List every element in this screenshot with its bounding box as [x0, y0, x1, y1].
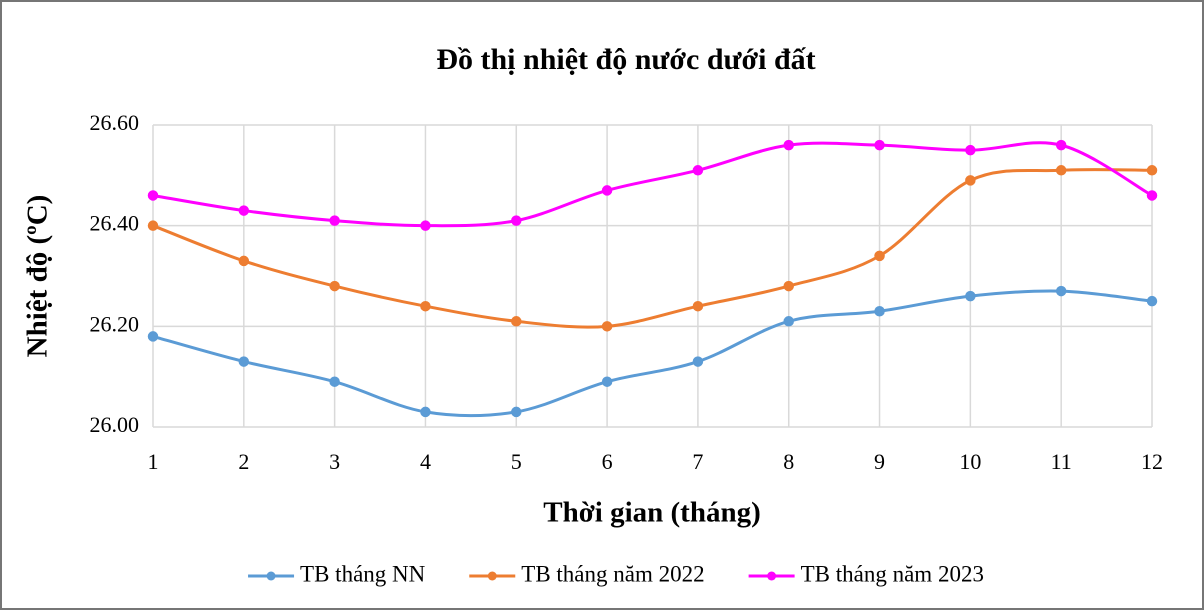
series-marker: [147, 220, 159, 231]
series-marker: [238, 255, 250, 267]
series-marker: [238, 205, 250, 216]
series-marker: [874, 139, 885, 151]
series-marker: [601, 185, 613, 196]
series-marker: [329, 215, 340, 226]
series-marker: [965, 175, 976, 186]
series-marker: [329, 280, 340, 292]
series-marker: [874, 250, 885, 262]
series-marker: [1055, 139, 1067, 151]
x-tick-label: 4: [420, 449, 431, 474]
series-line: [152, 289, 1153, 418]
x-tick-label: 3: [329, 449, 340, 474]
legend-marker: [767, 571, 777, 581]
series-marker: [420, 300, 431, 312]
series-marker: [1146, 295, 1158, 307]
x-tick-label: 11: [1051, 449, 1072, 474]
chart-title: Đồ thị nhiệt độ nước dưới đất: [436, 43, 815, 76]
series-marker: [238, 356, 250, 367]
series-line: [152, 168, 1153, 329]
series-marker: [965, 144, 976, 156]
legend-label: TB tháng năm 2023: [801, 561, 984, 586]
series-marker: [420, 406, 431, 418]
series-marker: [783, 139, 794, 151]
y-tick-label: 26.20: [90, 311, 140, 336]
series-marker: [147, 190, 159, 201]
series-marker: [329, 376, 340, 387]
series-marker: [692, 300, 704, 312]
series-marker: [783, 280, 794, 292]
x-tick-label: 12: [1141, 449, 1163, 474]
series-marker: [692, 165, 704, 176]
x-tick-label: 7: [692, 449, 703, 474]
x-tick-label: 5: [511, 449, 522, 474]
legend-marker: [266, 571, 276, 581]
legend-marker: [487, 571, 497, 581]
series-marker: [874, 305, 885, 317]
series-marker: [1055, 165, 1067, 176]
series-line: [152, 141, 1153, 228]
series-marker: [511, 316, 522, 327]
series-marker: [511, 406, 522, 418]
series-marker: [1146, 165, 1158, 176]
y-axis-label: Nhiệt độ (ºC): [22, 195, 54, 358]
series-marker: [1146, 190, 1158, 201]
x-tick-label: 2: [238, 449, 249, 474]
y-tick-label: 26.40: [90, 211, 140, 236]
series-marker: [601, 321, 613, 332]
x-tick-label: 8: [783, 449, 794, 474]
x-tick-label: 10: [959, 449, 981, 474]
series-marker: [1055, 285, 1067, 297]
x-tick-label: 1: [148, 449, 159, 474]
series-marker: [420, 220, 431, 231]
x-tick-label: 6: [602, 449, 613, 474]
series-marker: [965, 290, 976, 302]
x-tick-label: 9: [874, 449, 885, 474]
y-tick-label: 26.60: [90, 110, 140, 135]
series-marker: [147, 331, 159, 342]
series-marker: [783, 316, 794, 327]
legend-label: TB tháng năm 2022: [521, 561, 704, 586]
series-marker: [601, 376, 613, 387]
legend-label: TB tháng NN: [300, 561, 426, 586]
x-axis-label: Thời gian (tháng): [543, 497, 761, 529]
y-tick-label: 26.00: [90, 412, 140, 437]
series-marker: [692, 356, 704, 367]
series-marker: [511, 215, 522, 226]
